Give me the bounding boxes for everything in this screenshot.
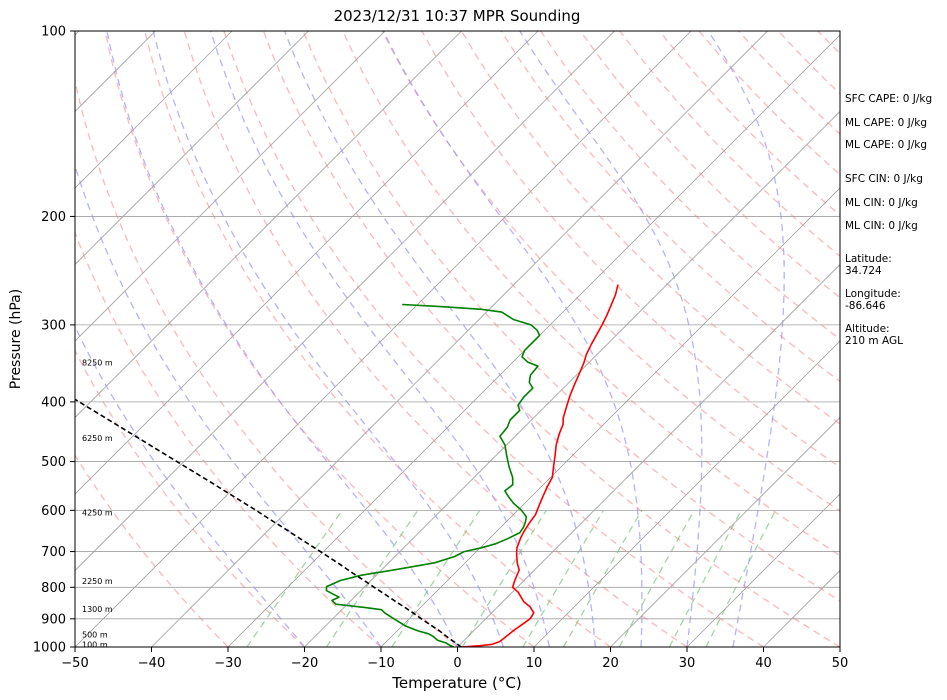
ml-cape-text: ML CAPE: 0 J/kg [845, 117, 927, 129]
x-tick-label: −20 [291, 656, 318, 671]
y-tick-label: 400 [41, 395, 66, 410]
dry-adiabat [223, 31, 764, 647]
x-tick-label: −50 [61, 656, 88, 671]
height-label: 500 m [82, 631, 108, 640]
x-tick-label: −40 [138, 656, 165, 671]
isotherm [610, 416, 840, 647]
isotherm [304, 110, 840, 647]
ml-cin-text-2: ML CIN: 0 J/kg [845, 220, 918, 232]
sfc-cin-text: SFC CIN: 0 J/kg [845, 173, 923, 185]
ml-cape-text-2: ML CAPE: 0 J/kg [845, 139, 927, 151]
isotherm [75, 31, 386, 342]
dewpoint-profile [325, 303, 541, 647]
chart-title: 2023/12/31 10:37 MPR Sounding [334, 7, 581, 25]
isotherm [75, 31, 539, 495]
dry-adiabat [144, 31, 611, 647]
mixing-ratio-line [705, 509, 777, 647]
mixing-ratio-line [246, 509, 343, 647]
longitude-label: Longitude: [845, 288, 901, 300]
x-tick-label: 50 [832, 656, 849, 671]
dry-adiabat [262, 31, 840, 647]
height-label: 8250 m [82, 358, 113, 367]
x-axis-label: Temperature (°C) [391, 674, 521, 692]
moist-adiabat [106, 31, 459, 647]
y-tick-label: 1000 [33, 641, 66, 656]
y-tick-label: 100 [41, 25, 66, 40]
temperature-profile [461, 284, 619, 647]
mixing-ratio-line [668, 509, 742, 647]
latitude-value: 34.724 [845, 265, 882, 277]
isotherm [75, 31, 692, 647]
y-tick-label: 900 [41, 612, 66, 627]
x-tick-label: 20 [602, 656, 619, 671]
y-tick-label: 600 [41, 504, 66, 519]
height-label: 4250 m [82, 509, 113, 518]
isotherm [75, 31, 309, 266]
x-tick-label: −30 [214, 656, 241, 671]
mixing-ratio-line [522, 509, 605, 647]
moist-adiabat [707, 31, 785, 647]
height-label: 6250 m [82, 434, 113, 443]
dry-adiabat [75, 453, 229, 647]
ml-cin-text: ML CIN: 0 J/kg [845, 197, 918, 209]
y-tick-label: 800 [41, 581, 66, 596]
isotherm [533, 340, 840, 647]
isotherm [380, 187, 840, 647]
x-axis-ticks: −50 −40 −30 −20 −10 0 10 20 30 40 50 [61, 647, 848, 671]
y-tick-label: 300 [41, 318, 66, 333]
x-tick-label: 30 [679, 656, 696, 671]
longitude-value: -86.646 [845, 300, 886, 312]
moist-adiabat [75, 163, 382, 647]
height-label: 2250 m [82, 577, 113, 586]
latitude-label: Latitude: [845, 253, 892, 265]
height-label: 100 m [82, 640, 108, 649]
mixing-ratio-line [618, 509, 695, 647]
y-axis-ticks: 100 200 300 400 500 600 700 800 900 1000 [33, 25, 75, 656]
dry-adiabat [104, 31, 535, 647]
altitude-value: 210 m AGL [845, 335, 903, 347]
moist-adiabat [519, 31, 703, 647]
isotherm [151, 31, 768, 647]
y-axis-label: Pressure (hPa) [8, 289, 24, 389]
moist-adiabat [152, 31, 505, 647]
isotherm [75, 31, 233, 189]
x-tick-label: 40 [755, 656, 772, 671]
isotherm [75, 31, 615, 572]
isotherm [75, 31, 462, 419]
profiles [75, 284, 619, 647]
dry-adiabat [75, 78, 458, 647]
x-tick-label: 10 [526, 656, 543, 671]
moist-adiabat [75, 325, 306, 647]
altitude-label: Altitude: [845, 323, 890, 335]
y-tick-label: 500 [41, 455, 66, 470]
mixing-ratio-line [562, 509, 643, 647]
sidebar-info: SFC CAPE: 0 J/kg ML CAPE: 0 J/kg ML CAPE… [845, 93, 932, 347]
y-tick-label: 700 [41, 545, 66, 560]
parcel-profile [75, 398, 462, 647]
isotherm [457, 263, 840, 647]
y-tick-label: 200 [41, 210, 66, 225]
height-label: 1300 m [82, 605, 113, 614]
dry-adiabat [302, 31, 840, 602]
mixing-ratio-line [325, 509, 419, 647]
x-tick-label: 0 [453, 656, 461, 671]
dry-adiabat [75, 231, 382, 647]
dry-adiabat [75, 349, 305, 647]
moist-adiabat [382, 31, 643, 647]
dry-adiabat [183, 31, 688, 647]
background-lines [75, 31, 840, 647]
sfc-cape-text: SFC CAPE: 0 J/kg [845, 93, 932, 105]
dry-adiabat [500, 31, 840, 383]
dry-adiabat [460, 31, 840, 425]
moist-adiabat [209, 31, 550, 647]
isotherm [686, 493, 840, 647]
dry-adiabat [342, 31, 840, 557]
dry-adiabat [381, 31, 840, 512]
moist-adiabat [283, 31, 596, 647]
x-tick-label: −10 [367, 656, 394, 671]
